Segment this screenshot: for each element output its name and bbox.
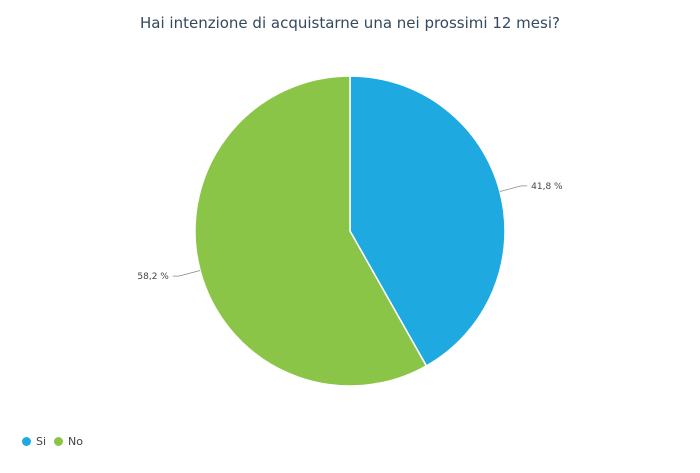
legend-item-no[interactable]: No [54,435,83,448]
legend-swatch-no [54,437,64,446]
chart-title: Hai intenzione di acquistarne una nei pr… [140,14,560,32]
legend-label-no: No [68,435,84,448]
pie-labels: 41,8 % 58,2 % [137,182,563,282]
data-label-no: 58,2 % [137,272,169,282]
legend-item-si[interactable]: Si [22,435,46,448]
legend: Si No [22,435,91,448]
pie-slices [194,75,506,387]
leader-line-si [499,185,528,192]
legend-swatch-si [22,437,31,446]
pie-slice-no[interactable] [194,75,428,387]
legend-label-si: Si [36,435,47,448]
leader-line-no [172,270,201,277]
data-label-si: 41,8 % [531,182,563,192]
pie-slice-si[interactable] [349,75,506,367]
